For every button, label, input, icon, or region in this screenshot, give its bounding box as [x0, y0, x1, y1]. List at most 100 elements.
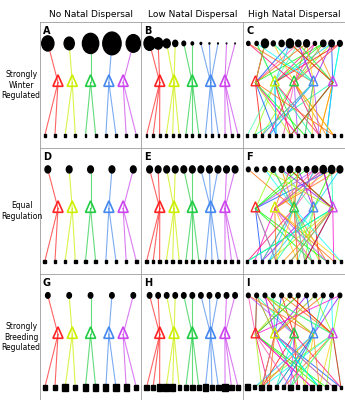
Bar — [311, 260, 313, 263]
Circle shape — [337, 40, 342, 46]
Bar — [304, 134, 306, 137]
Circle shape — [172, 166, 178, 173]
Circle shape — [82, 33, 99, 54]
Circle shape — [304, 167, 309, 172]
Bar — [135, 260, 138, 263]
Bar — [325, 134, 327, 137]
Bar — [217, 260, 220, 263]
Circle shape — [255, 293, 258, 298]
Text: A: A — [43, 26, 50, 36]
Bar — [198, 134, 200, 136]
Bar — [115, 260, 117, 263]
Bar — [268, 260, 270, 263]
Circle shape — [305, 293, 308, 298]
Text: C: C — [246, 26, 254, 36]
Circle shape — [216, 293, 220, 298]
Circle shape — [182, 41, 186, 46]
Bar — [310, 385, 314, 390]
Bar — [282, 386, 285, 389]
Circle shape — [287, 166, 293, 173]
Bar — [185, 134, 187, 136]
Bar — [135, 385, 138, 390]
Circle shape — [272, 293, 275, 298]
Circle shape — [181, 293, 186, 298]
Circle shape — [263, 167, 267, 172]
Bar — [43, 385, 47, 390]
Circle shape — [233, 293, 237, 298]
Bar — [159, 134, 160, 136]
Bar — [83, 384, 88, 391]
Circle shape — [232, 166, 238, 173]
Circle shape — [200, 42, 202, 44]
Text: Strongly
Winter
Regulated: Strongly Winter Regulated — [2, 70, 41, 100]
Circle shape — [262, 39, 268, 48]
Circle shape — [279, 166, 284, 172]
Bar — [339, 386, 342, 389]
Circle shape — [126, 35, 140, 52]
Circle shape — [263, 293, 267, 298]
Circle shape — [209, 43, 210, 44]
Bar — [223, 384, 228, 390]
Bar — [204, 260, 207, 263]
Bar — [124, 384, 129, 391]
Circle shape — [288, 293, 292, 298]
Bar — [145, 385, 149, 390]
Bar — [236, 385, 240, 390]
Text: Low Natal Dispersal: Low Natal Dispersal — [148, 10, 237, 19]
Circle shape — [155, 166, 161, 173]
Circle shape — [46, 293, 50, 298]
Circle shape — [147, 166, 152, 173]
Bar — [190, 385, 195, 390]
Circle shape — [88, 293, 93, 298]
Circle shape — [199, 293, 203, 298]
Bar — [237, 134, 239, 136]
Bar — [325, 385, 328, 390]
Bar — [267, 385, 271, 390]
Bar — [170, 384, 175, 391]
Bar — [259, 384, 264, 390]
Circle shape — [279, 40, 284, 46]
Bar — [113, 384, 119, 391]
Circle shape — [247, 41, 250, 46]
Bar — [152, 134, 154, 136]
Circle shape — [67, 293, 71, 298]
Bar — [211, 134, 213, 136]
Circle shape — [271, 41, 275, 46]
Circle shape — [296, 293, 300, 298]
Circle shape — [164, 166, 169, 173]
Bar — [165, 260, 167, 263]
Bar — [304, 260, 306, 263]
Bar — [64, 134, 66, 136]
Text: E: E — [145, 152, 151, 162]
Bar — [211, 260, 213, 263]
Bar — [203, 384, 208, 391]
Circle shape — [255, 167, 258, 172]
Text: No Natal Dispersal: No Natal Dispersal — [49, 10, 132, 19]
Bar — [229, 384, 234, 390]
Bar — [218, 134, 219, 136]
Bar — [95, 260, 97, 263]
Bar — [289, 134, 292, 137]
Bar — [53, 385, 57, 390]
Circle shape — [246, 293, 250, 298]
Circle shape — [320, 166, 326, 173]
Bar — [44, 134, 46, 136]
Circle shape — [255, 42, 258, 46]
Text: Strongly
Breeding
Regulated: Strongly Breeding Regulated — [2, 322, 41, 352]
Circle shape — [66, 166, 72, 173]
Bar — [198, 260, 200, 263]
Circle shape — [103, 32, 121, 55]
Bar — [75, 134, 76, 136]
Bar — [246, 260, 248, 263]
Bar — [103, 384, 108, 390]
Circle shape — [286, 39, 294, 48]
Text: H: H — [145, 278, 152, 288]
Bar — [245, 384, 250, 390]
Circle shape — [246, 167, 250, 172]
Bar — [282, 260, 284, 263]
Bar — [105, 260, 107, 263]
Text: F: F — [246, 152, 253, 162]
Bar — [165, 134, 167, 136]
Bar — [125, 134, 127, 136]
Bar — [254, 134, 256, 137]
